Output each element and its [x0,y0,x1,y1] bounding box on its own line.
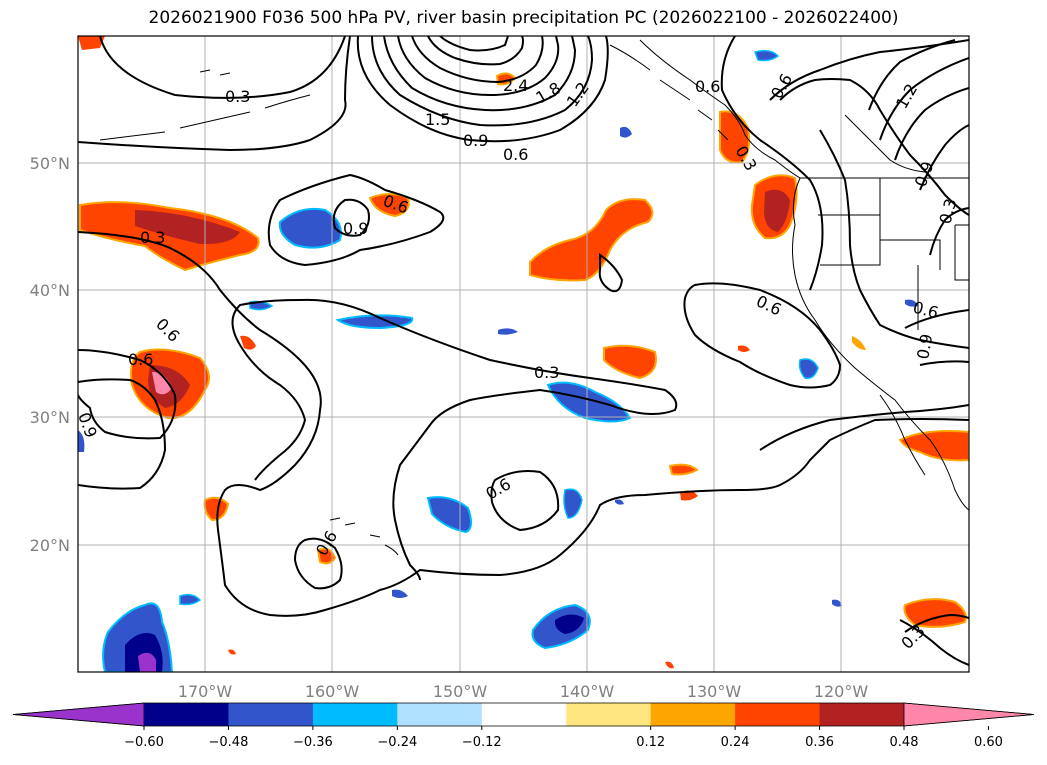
colorbar-tick-label: −0.12 [462,735,502,750]
colorbar-swatch [735,703,821,726]
contour-label: 0.9 [913,332,936,360]
colorbar-swatch [397,703,483,726]
colorbar-extend-low [12,702,145,727]
lat-label: 20°N [30,536,70,555]
contour-label: 0.6 [695,77,720,96]
lat-label: 50°N [30,154,70,173]
contour-label: 0.3 [225,87,250,106]
contour-label: 0.3 [534,363,559,382]
contour-label: 0.6 [503,145,528,164]
colorbar-tick-label: −0.24 [377,735,417,750]
colorbar-tick-label: 0.48 [890,735,919,750]
colorbar-swatch [144,703,229,726]
map-area [78,36,969,672]
lat-label: 40°N [30,281,70,300]
colorbar-tick-label: 0.60 [974,735,1003,750]
contour-label: 0.9 [463,131,488,150]
colorbar-swatch [312,703,398,726]
colorbar-swatch [481,703,567,726]
colorbar-tick-label: 0.24 [721,735,750,750]
lat-label: 30°N [30,408,70,427]
lon-label: 130°W [687,682,742,701]
map-title: 2026021900 F036 500 hPa PV, river basin … [148,8,899,28]
contour-label: 0.9 [74,410,101,440]
colorbar: −0.60 −0.48 −0.36 −0.24 −0.12 0.12 0.24 0.36 0.4… [12,702,1035,750]
colorbar-extend-high [903,702,1035,727]
lon-label: 150°W [433,682,488,701]
lon-label: 160°W [305,682,360,701]
colorbar-swatch [650,703,736,726]
colorbar-swatch [819,703,905,726]
latitude-labels: 50°N 40°N 30°N 20°N [30,154,70,555]
contour-label: 0.3 [140,228,165,247]
colorbar-swatch [228,703,314,726]
colorbar-swatch [566,703,652,726]
lon-label: 170°W [178,682,233,701]
map-frame [77,35,970,673]
lon-label: 140°W [560,682,615,701]
coastlines [99,39,969,556]
contour-label: 0.9 [343,219,368,238]
pv-contours [78,36,969,666]
graticule [78,36,969,672]
contour-label: 0.6 [128,350,153,369]
lon-label: 120°W [814,682,869,701]
colorbar-tick-label: −0.60 [124,735,164,750]
colorbar-tick-label: 0.36 [805,735,834,750]
longitude-labels: 170°W 160°W 150°W 140°W 130°W 120°W [178,682,869,701]
colorbar-tick-label: 0.12 [636,735,665,750]
contour-label: 2.4 [503,76,528,95]
colorbar-tick-label: −0.48 [209,735,249,750]
contour-label: 1.5 [425,110,450,129]
colorbar-tick-label: −0.36 [293,735,333,750]
